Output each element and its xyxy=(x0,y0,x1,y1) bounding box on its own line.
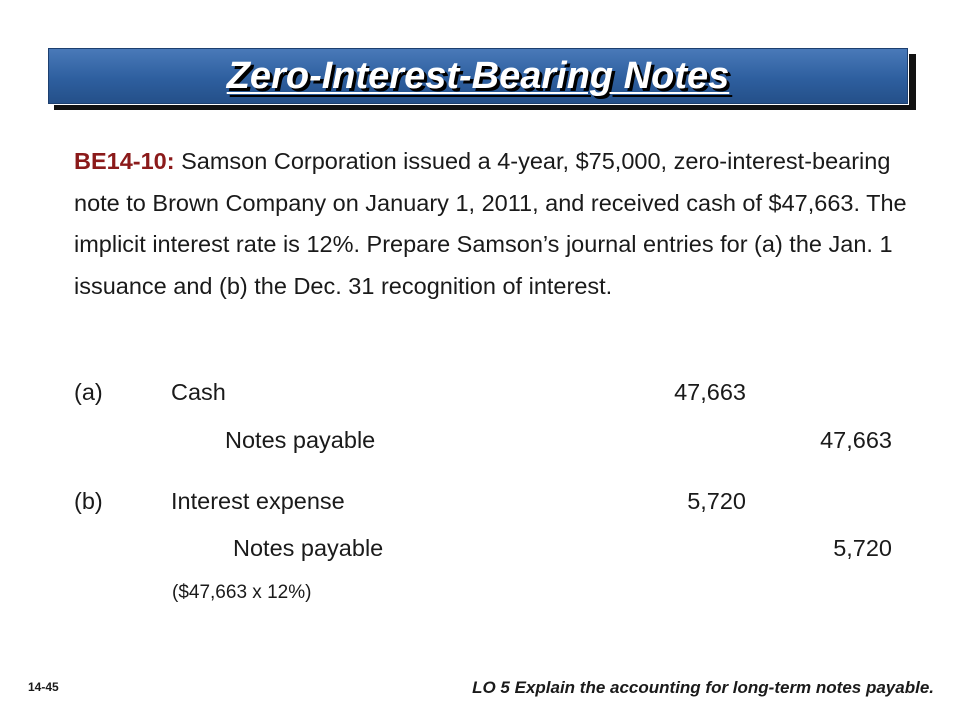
entry-b-debit-account: Interest expense xyxy=(171,488,345,514)
entry-b-label: (b) xyxy=(74,488,103,514)
entry-b-credit-amount: 5,720 xyxy=(833,535,892,561)
entry-a-debit-account: Cash xyxy=(171,379,226,405)
entry-a-label: (a) xyxy=(74,379,103,405)
title-bar: Zero-Interest-Bearing Notes xyxy=(47,47,909,105)
entry-a-credit-account: Notes payable xyxy=(225,427,376,453)
entry-a-debit-amount: 47,663 xyxy=(674,379,746,405)
problem-reference: BE14-10: xyxy=(74,148,175,174)
slide-title: Zero-Interest-Bearing Notes xyxy=(226,54,730,97)
entry-b-calculation-note: ($47,663 x 12%) xyxy=(172,582,312,603)
entry-a-credit-amount: 47,663 xyxy=(820,427,892,453)
entry-b-debit-amount: 5,720 xyxy=(687,488,746,514)
problem-statement: BE14-10: Samson Corporation issued a 4-y… xyxy=(74,141,924,307)
learning-objective: LO 5 Explain the accounting for long-ter… xyxy=(472,678,934,697)
page-number: 14-45 xyxy=(28,680,59,694)
problem-text: Samson Corporation issued a 4-year, $75,… xyxy=(74,148,907,299)
entry-b-credit-account: Notes payable xyxy=(233,535,384,561)
